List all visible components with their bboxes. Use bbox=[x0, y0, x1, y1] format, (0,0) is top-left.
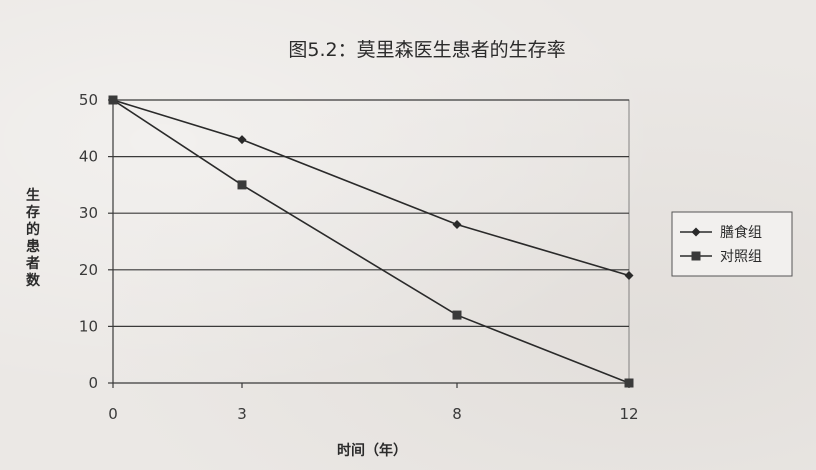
x-tick-labels: 0 3 8 12 bbox=[108, 383, 639, 423]
y-tick-label: 10 bbox=[79, 317, 98, 335]
plot-area bbox=[112, 99, 630, 384]
x-tick-label: 12 bbox=[619, 405, 638, 423]
legend-item: 对照组 bbox=[680, 249, 762, 265]
chart-title: 图5.2：莫里森医生患者的生存率 bbox=[288, 39, 565, 61]
x-axis-label: 时间（年） bbox=[337, 442, 407, 459]
y-axis-label-char: 者 bbox=[26, 256, 40, 272]
legend-marker bbox=[691, 251, 701, 261]
x-tick-label: 8 bbox=[452, 405, 462, 423]
y-tick-label: 50 bbox=[79, 91, 98, 109]
series-1 bbox=[108, 95, 634, 280]
data-point bbox=[624, 378, 634, 388]
x-tick-label: 3 bbox=[237, 405, 247, 423]
series-line bbox=[112, 99, 630, 384]
y-tick-label: 20 bbox=[79, 261, 98, 279]
data-point bbox=[452, 220, 462, 230]
axes bbox=[112, 100, 629, 384]
data-point bbox=[237, 135, 247, 145]
series-line bbox=[112, 99, 630, 277]
data-point bbox=[624, 270, 634, 280]
y-tick-label: 40 bbox=[79, 148, 98, 166]
gridlines bbox=[113, 99, 629, 327]
series-2 bbox=[108, 95, 634, 388]
y-axis-label-char: 的 bbox=[26, 221, 40, 238]
y-tick-label: 0 bbox=[88, 374, 98, 392]
y-tick-label: 30 bbox=[79, 204, 98, 222]
legend-marker bbox=[691, 227, 701, 237]
legend-item: 膳食组 bbox=[680, 224, 762, 241]
x-tick-label: 0 bbox=[108, 405, 118, 423]
y-axis-label-char: 生 bbox=[26, 187, 40, 204]
data-point bbox=[237, 180, 247, 190]
legend-label: 膳食组 bbox=[720, 224, 762, 241]
y-axis-label-char: 患 bbox=[26, 238, 40, 255]
legend-box bbox=[671, 211, 793, 277]
y-tick-labels: 0 10 20 30 40 50 bbox=[79, 91, 113, 392]
y-axis-label: 生 存 的 患 者 数 bbox=[26, 187, 41, 289]
y-axis-label-char: 存 bbox=[26, 204, 40, 221]
data-point bbox=[108, 95, 118, 105]
data-point bbox=[452, 310, 462, 320]
legend-label: 对照组 bbox=[720, 249, 762, 265]
y-axis-label-char: 数 bbox=[26, 272, 41, 289]
series-layer bbox=[108, 95, 634, 388]
